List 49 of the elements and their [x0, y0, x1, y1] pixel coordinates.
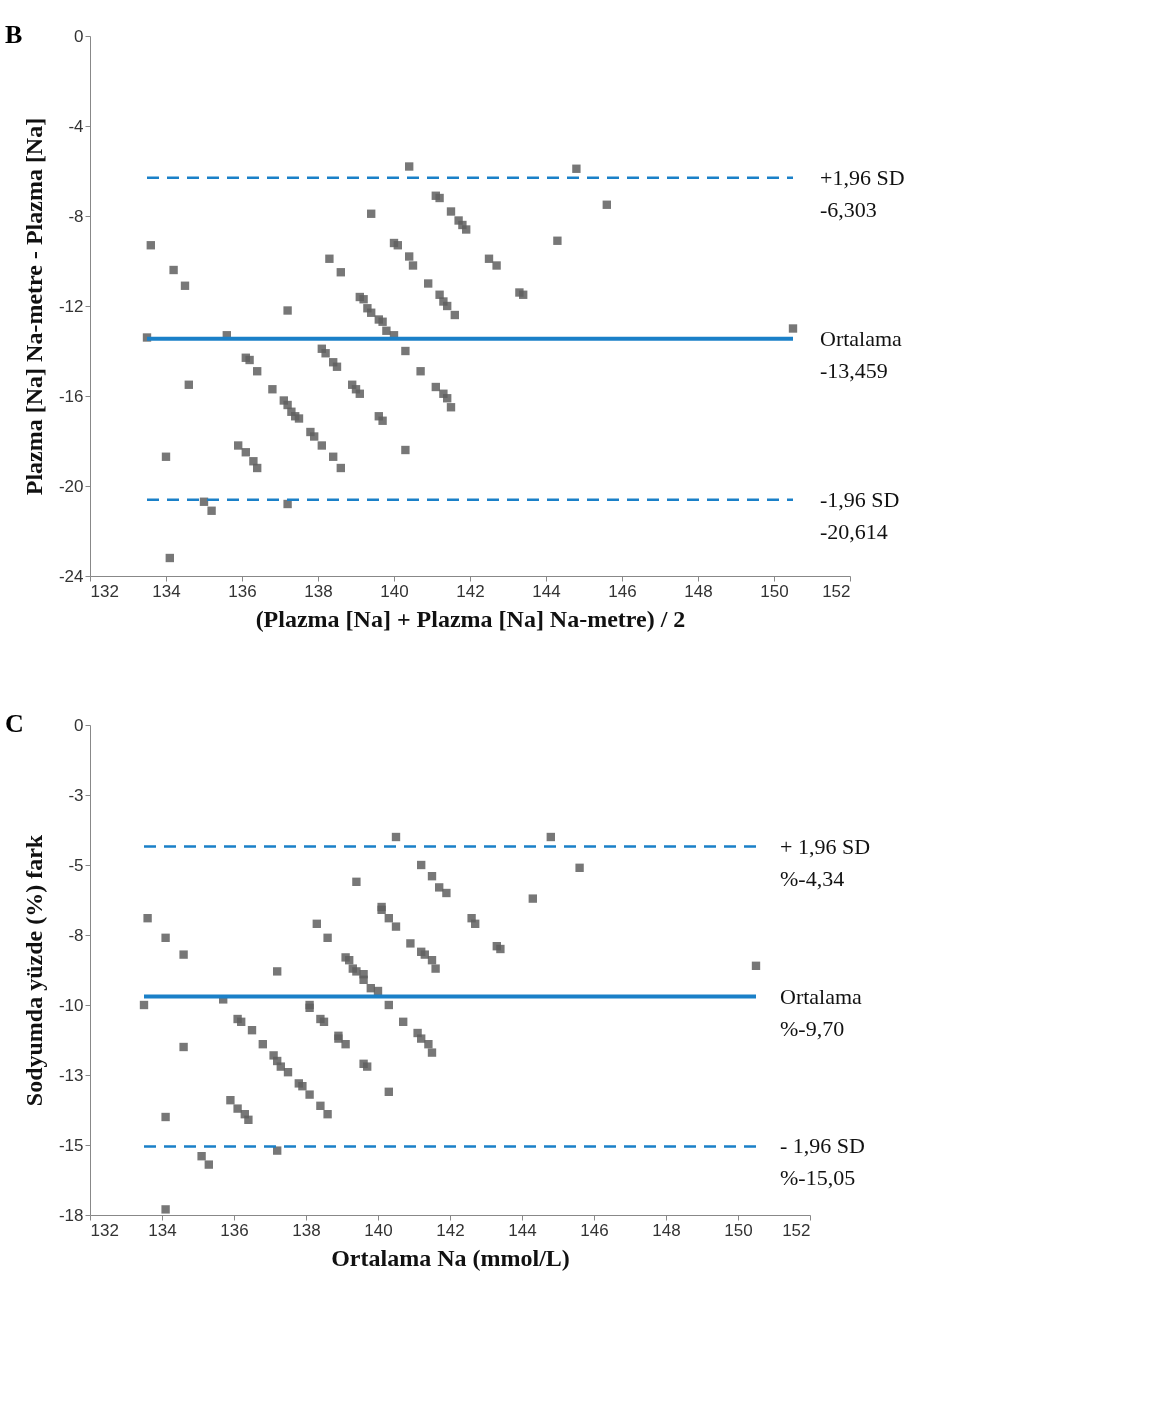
x-tick-label: 140 — [364, 1220, 393, 1240]
x-tick-label: 132 — [90, 581, 119, 601]
chart-title: C — [5, 709, 24, 738]
y-tick-label: -20 — [58, 476, 84, 496]
x-tick-label: 136 — [220, 1220, 249, 1240]
x-tick-label: 152 — [822, 581, 851, 601]
ref-line-label: - 1,96 SD %-15,05 — [780, 1133, 865, 1191]
x-tick-label: 140 — [380, 581, 409, 601]
x-tick-label: 144 — [532, 581, 561, 601]
x-tick-label: 148 — [684, 581, 713, 601]
y-tick-label: -4 — [68, 116, 84, 136]
x-axis-title: Ortalama Na (mmol/L) — [331, 1244, 570, 1271]
ref-line-label: -1,96 SD -20,614 — [820, 486, 900, 544]
x-tick-label: 134 — [148, 1220, 177, 1240]
y-tick-label: -3 — [68, 785, 84, 805]
x-tick-label: 132 — [90, 1220, 119, 1240]
x-tick-label: 142 — [456, 581, 485, 601]
x-tick-label: 134 — [152, 581, 181, 601]
x-tick-label: 138 — [292, 1220, 321, 1240]
chart-title: B — [5, 20, 23, 49]
x-tick-label: 150 — [760, 581, 789, 601]
y-tick-label: -12 — [58, 296, 84, 316]
y-tick-label: 0 — [74, 26, 84, 46]
ref-line-label: Ortalama %-9,70 — [780, 983, 863, 1041]
y-tick-label: -24 — [58, 566, 84, 586]
y-tick-label: -15 — [58, 1135, 84, 1155]
y-tick-label: -13 — [58, 1065, 84, 1085]
y-tick-label: -5 — [68, 855, 84, 875]
y-tick-label: 0 — [74, 715, 84, 735]
x-tick-label: 142 — [436, 1220, 465, 1240]
x-axis-title: (Plazma [Na] + Plazma [Na] Na-metre) / 2 — [255, 605, 686, 632]
y-tick-label: -8 — [68, 206, 84, 226]
y-tick-label: -8 — [68, 925, 84, 945]
y-axis-title: Plazma [Na] Na-metre - Plazma [Na] — [20, 117, 47, 496]
y-tick-label: -10 — [58, 995, 84, 1015]
x-tick-label: 148 — [652, 1220, 681, 1240]
ref-line-label: +1,96 SD -6,303 — [820, 164, 905, 222]
y-tick-label: -18 — [58, 1205, 84, 1225]
x-tick-label: 144 — [508, 1220, 537, 1240]
x-tick-label: 146 — [608, 581, 637, 601]
x-tick-label: 138 — [304, 581, 333, 601]
ref-line-label: Ortalama -13,459 — [820, 325, 903, 383]
x-tick-label: 136 — [228, 581, 257, 601]
y-tick-label: -16 — [58, 386, 84, 406]
ref-line-label: + 1,96 SD %-4,34 — [780, 833, 871, 891]
x-tick-label: 146 — [580, 1220, 609, 1240]
x-tick-label: 150 — [724, 1220, 753, 1240]
y-axis-title: Sodyumda yüzde (%) fark — [20, 834, 47, 1107]
x-tick-label: 152 — [782, 1220, 811, 1240]
